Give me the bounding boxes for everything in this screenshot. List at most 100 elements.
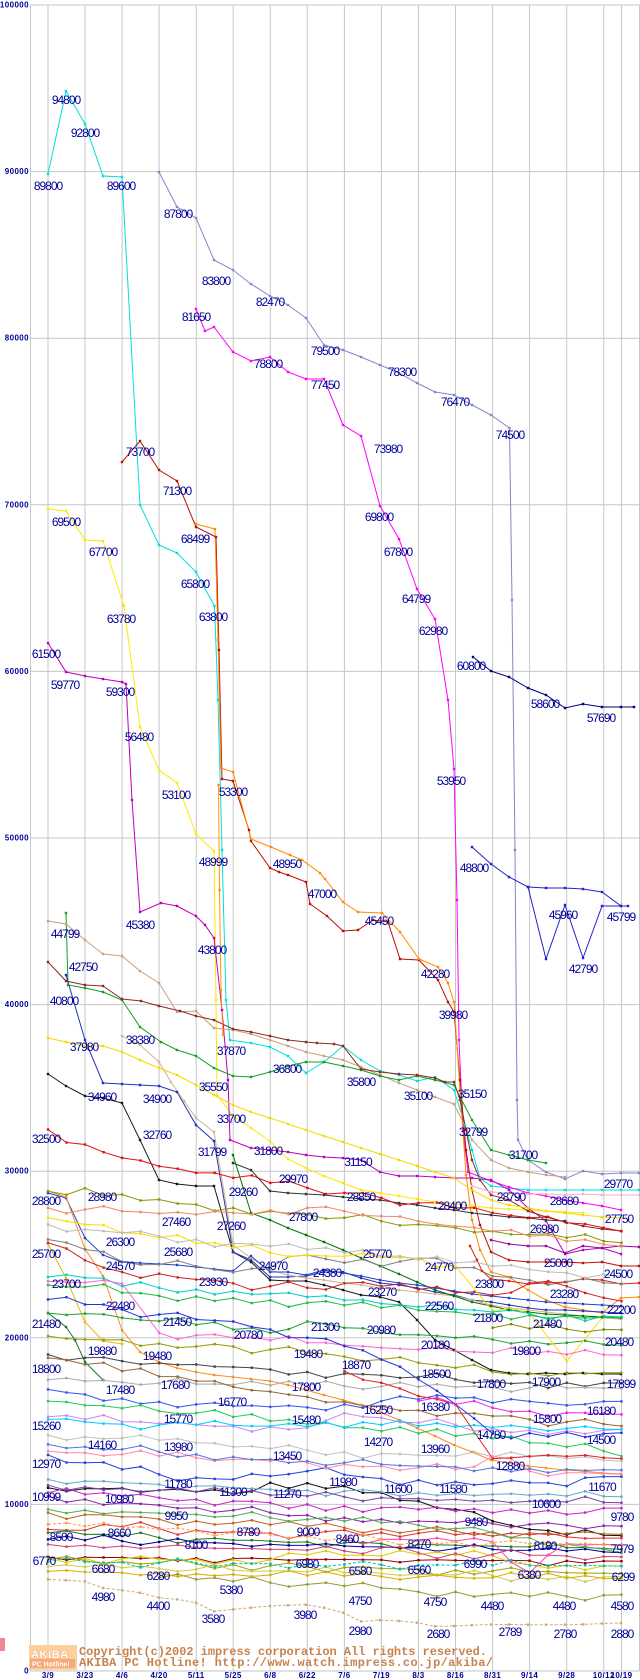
svg-text:2680: 2680 bbox=[427, 1627, 451, 1641]
svg-text:18500: 18500 bbox=[422, 1367, 452, 1381]
svg-text:29260: 29260 bbox=[229, 1185, 259, 1199]
svg-text:4480: 4480 bbox=[553, 1599, 577, 1613]
svg-text:6280: 6280 bbox=[147, 1569, 171, 1583]
svg-text:8100: 8100 bbox=[185, 1538, 209, 1552]
svg-text:8660: 8660 bbox=[108, 1526, 132, 1540]
svg-text:53100: 53100 bbox=[162, 788, 192, 802]
svg-text:6680: 6680 bbox=[92, 1562, 116, 1576]
svg-text:25680: 25680 bbox=[164, 1245, 194, 1259]
svg-text:7979: 7979 bbox=[611, 1542, 635, 1556]
svg-text:94800: 94800 bbox=[52, 93, 82, 107]
svg-text:45960: 45960 bbox=[549, 908, 579, 922]
svg-text:28980: 28980 bbox=[88, 1190, 118, 1204]
svg-text:PC Hotline!: PC Hotline! bbox=[32, 1662, 70, 1669]
svg-text:8/3: 8/3 bbox=[412, 1671, 424, 1680]
svg-text:AKIBA PC Hotline! http://www.: AKIBA PC Hotline! http://www.watch.impre… bbox=[79, 1656, 493, 1670]
svg-text:13960: 13960 bbox=[421, 1442, 451, 1456]
svg-text:16380: 16380 bbox=[421, 1400, 451, 1414]
svg-text:15800: 15800 bbox=[533, 1412, 563, 1426]
svg-text:26300: 26300 bbox=[106, 1235, 136, 1249]
svg-text:77450: 77450 bbox=[311, 378, 341, 392]
svg-text:60800: 60800 bbox=[457, 659, 487, 673]
svg-text:2780: 2780 bbox=[554, 1627, 578, 1641]
svg-text:24500: 24500 bbox=[604, 1267, 634, 1281]
svg-text:19480: 19480 bbox=[294, 1347, 324, 1361]
svg-text:23800: 23800 bbox=[475, 1277, 505, 1291]
svg-text:11600: 11600 bbox=[384, 1482, 413, 1496]
svg-text:70000: 70000 bbox=[5, 500, 29, 509]
svg-text:5380: 5380 bbox=[220, 1583, 244, 1597]
svg-text:28400: 28400 bbox=[438, 1199, 468, 1213]
svg-text:27800: 27800 bbox=[289, 1210, 319, 1224]
svg-text:43800: 43800 bbox=[198, 943, 228, 957]
svg-text:20780: 20780 bbox=[234, 1328, 264, 1342]
svg-text:34960: 34960 bbox=[88, 1090, 118, 1104]
svg-text:27460: 27460 bbox=[162, 1215, 192, 1229]
svg-text:16770: 16770 bbox=[218, 1395, 248, 1409]
svg-text:21800: 21800 bbox=[474, 1311, 504, 1325]
svg-text:65800: 65800 bbox=[181, 577, 211, 591]
svg-text:23280: 23280 bbox=[550, 1287, 580, 1301]
svg-text:87800: 87800 bbox=[164, 207, 194, 221]
svg-text:8/16: 8/16 bbox=[447, 1671, 464, 1680]
svg-text:59770: 59770 bbox=[51, 678, 81, 692]
svg-text:89800: 89800 bbox=[34, 179, 64, 193]
svg-text:3580: 3580 bbox=[202, 1612, 226, 1626]
svg-text:20000: 20000 bbox=[5, 1333, 29, 1342]
svg-text:11780: 11780 bbox=[164, 1477, 193, 1491]
svg-text:45380: 45380 bbox=[126, 918, 156, 932]
svg-text:50000: 50000 bbox=[5, 834, 29, 843]
svg-text:17899: 17899 bbox=[607, 1377, 637, 1391]
svg-text:19880: 19880 bbox=[88, 1344, 118, 1358]
svg-text:11980: 11980 bbox=[329, 1475, 358, 1489]
svg-text:30000: 30000 bbox=[5, 1167, 29, 1176]
svg-text:79500: 79500 bbox=[311, 344, 341, 358]
svg-text:27750: 27750 bbox=[605, 1212, 635, 1226]
svg-text:15260: 15260 bbox=[32, 1419, 62, 1433]
svg-text:59300: 59300 bbox=[106, 685, 136, 699]
svg-text:38380: 38380 bbox=[126, 1033, 156, 1047]
svg-text:22200: 22200 bbox=[607, 1303, 637, 1317]
svg-text:11300: 11300 bbox=[219, 1485, 248, 1499]
svg-text:40000: 40000 bbox=[5, 1000, 29, 1009]
svg-text:45450: 45450 bbox=[365, 914, 395, 928]
svg-text:22480: 22480 bbox=[106, 1299, 136, 1313]
svg-text:16180: 16180 bbox=[587, 1404, 617, 1418]
svg-text:6580: 6580 bbox=[349, 1564, 373, 1578]
svg-text:10/19: 10/19 bbox=[610, 1671, 632, 1680]
svg-text:64799: 64799 bbox=[402, 592, 432, 606]
svg-text:17800: 17800 bbox=[292, 1380, 322, 1394]
svg-text:92800: 92800 bbox=[71, 126, 101, 140]
svg-text:6/22: 6/22 bbox=[299, 1671, 316, 1680]
svg-text:4/20: 4/20 bbox=[151, 1671, 168, 1680]
svg-text:17480: 17480 bbox=[106, 1383, 136, 1397]
svg-text:3/23: 3/23 bbox=[76, 1671, 93, 1680]
svg-text:10000: 10000 bbox=[5, 1500, 29, 1509]
svg-text:36800: 36800 bbox=[273, 1062, 303, 1076]
svg-text:28850: 28850 bbox=[347, 1190, 377, 1204]
svg-text:48999: 48999 bbox=[199, 855, 229, 869]
svg-text:12970: 12970 bbox=[32, 1457, 62, 1471]
svg-text:4750: 4750 bbox=[349, 1594, 373, 1608]
svg-text:17680: 17680 bbox=[161, 1378, 191, 1392]
svg-text:27260: 27260 bbox=[217, 1219, 247, 1233]
svg-text:11270: 11270 bbox=[273, 1487, 302, 1501]
svg-text:6980: 6980 bbox=[296, 1557, 320, 1571]
svg-text:34900: 34900 bbox=[143, 1092, 173, 1106]
svg-text:8180: 8180 bbox=[534, 1539, 558, 1553]
svg-text:9/14: 9/14 bbox=[521, 1671, 538, 1680]
svg-text:28800: 28800 bbox=[32, 1194, 62, 1208]
svg-text:37980: 37980 bbox=[70, 1040, 100, 1054]
svg-text:58600: 58600 bbox=[531, 697, 561, 711]
svg-text:9780: 9780 bbox=[611, 1510, 635, 1524]
svg-text:57690: 57690 bbox=[587, 711, 617, 725]
svg-text:10/12: 10/12 bbox=[593, 1671, 615, 1680]
svg-text:14500: 14500 bbox=[587, 1433, 617, 1447]
svg-text:19800: 19800 bbox=[512, 1344, 542, 1358]
svg-text:9480: 9480 bbox=[465, 1515, 489, 1529]
svg-text:21480: 21480 bbox=[32, 1317, 62, 1331]
svg-text:63780: 63780 bbox=[107, 612, 137, 626]
svg-text:48950: 48950 bbox=[273, 857, 303, 871]
svg-text:8270: 8270 bbox=[408, 1537, 432, 1551]
svg-text:37870: 37870 bbox=[217, 1044, 247, 1058]
